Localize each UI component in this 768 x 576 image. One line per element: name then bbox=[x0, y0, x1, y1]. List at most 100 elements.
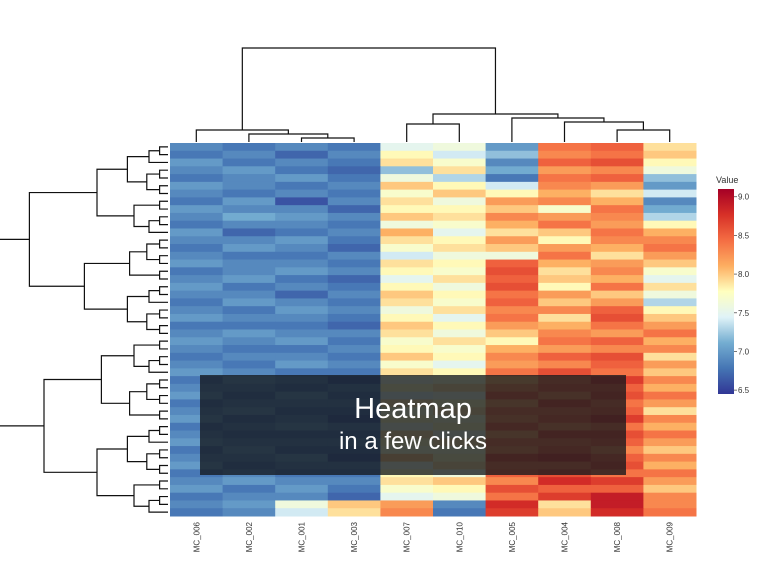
heatmap-cell bbox=[222, 166, 276, 175]
dendrogram-branch bbox=[159, 410, 168, 420]
heatmap-cell bbox=[170, 158, 224, 167]
dendrogram-branch bbox=[96, 168, 134, 217]
heatmap-cell bbox=[170, 259, 224, 268]
heatmap-cell bbox=[590, 368, 644, 377]
heatmap-cell bbox=[170, 430, 224, 439]
heatmap-cell bbox=[222, 259, 276, 268]
heatmap-cell bbox=[643, 337, 697, 346]
dendrogram-branch bbox=[43, 378, 102, 473]
heatmap-cell bbox=[380, 228, 434, 237]
heatmap-cell bbox=[170, 150, 224, 160]
column-label: MC_007 bbox=[403, 521, 412, 552]
dendrogram-branch bbox=[159, 394, 168, 404]
heatmap-cell bbox=[275, 298, 329, 307]
heatmap-cell bbox=[538, 236, 592, 245]
heatmap-cell bbox=[485, 368, 539, 377]
heatmap-cell bbox=[327, 212, 381, 222]
heatmap-cell bbox=[380, 236, 434, 245]
heatmap-cell bbox=[590, 337, 644, 346]
heatmap-cell bbox=[643, 189, 697, 198]
heatmap-cell bbox=[590, 275, 644, 284]
dendrogram-branch bbox=[129, 251, 160, 276]
heatmap-cell bbox=[643, 150, 697, 160]
heatmap-cell bbox=[485, 174, 539, 183]
heatmap-cell bbox=[170, 360, 224, 369]
heatmap-cell bbox=[538, 508, 592, 517]
heatmap-cell bbox=[380, 143, 434, 152]
dendrogram-branch bbox=[146, 243, 160, 261]
heatmap-cell bbox=[485, 158, 539, 167]
heatmap-cell bbox=[170, 282, 224, 292]
heatmap-cell bbox=[380, 259, 434, 268]
heatmap-cell bbox=[433, 220, 487, 229]
heatmap-cell bbox=[643, 414, 697, 424]
heatmap-cell bbox=[222, 267, 276, 276]
heatmap-cell bbox=[485, 181, 539, 191]
heatmap-cell bbox=[643, 228, 697, 237]
dendrogram-branch bbox=[159, 216, 168, 226]
heatmap-cell bbox=[275, 189, 329, 198]
heatmap-cell bbox=[170, 321, 224, 330]
heatmap-cell bbox=[275, 329, 329, 338]
dendrogram-branch bbox=[0, 238, 44, 427]
heatmap-cell bbox=[222, 306, 276, 315]
heatmap-cell bbox=[433, 275, 487, 284]
heatmap-cell bbox=[590, 500, 644, 509]
heatmap-cell bbox=[538, 329, 592, 338]
heatmap-cell bbox=[538, 244, 592, 253]
heatmap-cell bbox=[170, 174, 224, 183]
heatmap-cell bbox=[380, 492, 434, 501]
heatmap-cell bbox=[275, 267, 329, 276]
heatmap-cell bbox=[380, 484, 434, 494]
heatmap-cell bbox=[380, 508, 434, 517]
heatmap-cell bbox=[643, 376, 697, 385]
heatmap-cell bbox=[538, 345, 592, 354]
heatmap-cell bbox=[275, 158, 329, 167]
heatmap-cell bbox=[275, 174, 329, 183]
heatmap-cell bbox=[170, 461, 224, 470]
dendrogram-branch bbox=[159, 325, 168, 334]
heatmap-cell bbox=[222, 236, 276, 245]
heatmap-cell bbox=[170, 236, 224, 245]
dendrogram-branch bbox=[159, 495, 168, 505]
heatmap-cell bbox=[643, 290, 697, 299]
heatmap-cell bbox=[433, 306, 487, 315]
heatmap-cell bbox=[275, 477, 329, 486]
heatmap-cell bbox=[170, 492, 224, 501]
dendrogram-branch bbox=[159, 270, 168, 280]
dendrogram-branch bbox=[159, 200, 168, 210]
heatmap-cell bbox=[275, 181, 329, 191]
heatmap-cell bbox=[590, 251, 644, 261]
dendrogram-branch bbox=[300, 137, 355, 142]
heatmap-cell bbox=[590, 205, 644, 214]
column-label: MC_008 bbox=[613, 521, 622, 552]
heatmap-cell bbox=[433, 212, 487, 222]
heatmap-cell bbox=[538, 492, 592, 501]
heatmap-cell bbox=[170, 298, 224, 307]
heatmap-cell bbox=[538, 212, 592, 222]
heatmap-cell bbox=[590, 236, 644, 245]
dendrogram-branch bbox=[148, 429, 168, 443]
heatmap-cell bbox=[275, 236, 329, 245]
heatmap-cell bbox=[222, 492, 276, 501]
heatmap-cell bbox=[170, 422, 224, 432]
column-label: MC_003 bbox=[350, 521, 359, 552]
heatmap-cell bbox=[380, 337, 434, 346]
heatmap-cell bbox=[327, 205, 381, 214]
heatmap-cell bbox=[327, 306, 381, 315]
heatmap-cell bbox=[170, 438, 224, 447]
heatmap-cell bbox=[590, 150, 644, 160]
heatmap-cell bbox=[433, 298, 487, 307]
heatmap-cell bbox=[485, 477, 539, 486]
heatmap-cell bbox=[170, 212, 224, 222]
heatmap-cell bbox=[485, 360, 539, 369]
heatmap-cell bbox=[590, 244, 644, 253]
column-label: MC_010 bbox=[455, 521, 464, 552]
heatmap-cell bbox=[433, 360, 487, 369]
heatmap-cell bbox=[380, 150, 434, 160]
heatmap-cell bbox=[327, 174, 381, 183]
heatmap-cell bbox=[590, 313, 644, 323]
heatmap-cell bbox=[170, 267, 224, 276]
dendrogram-branch bbox=[241, 47, 497, 130]
